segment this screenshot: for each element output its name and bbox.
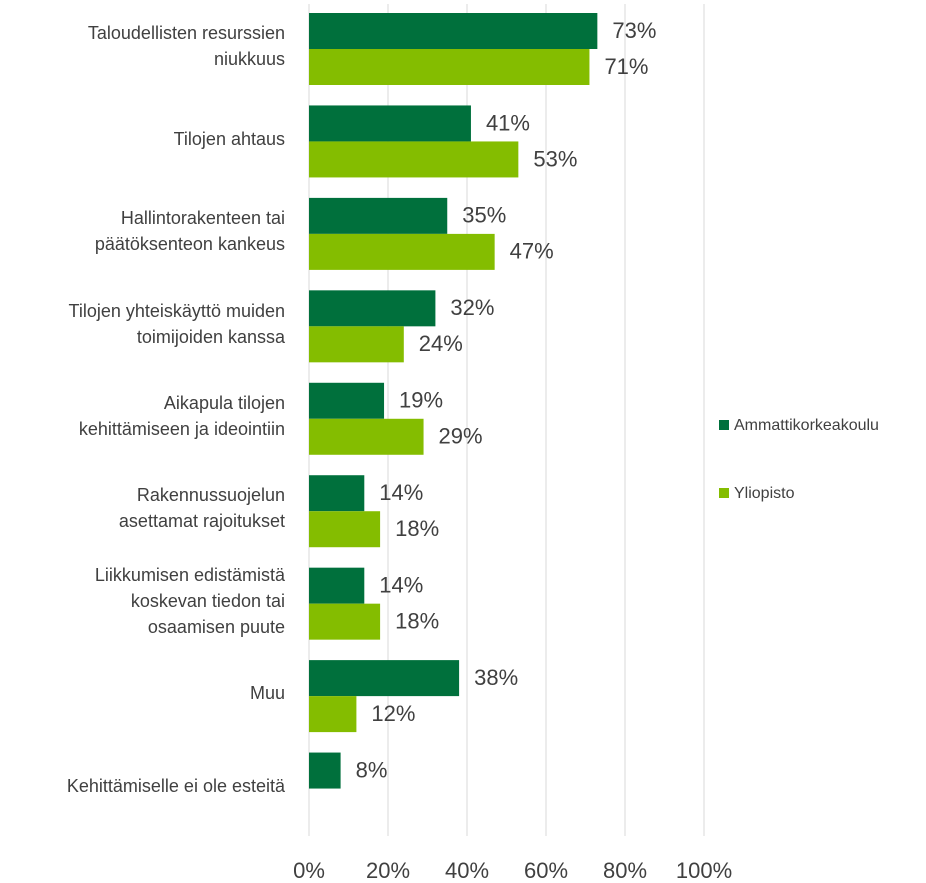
value-label: 53% <box>533 146 577 171</box>
value-label: 24% <box>419 331 463 356</box>
bar <box>309 141 519 178</box>
bar <box>309 696 357 733</box>
bar <box>309 13 598 49</box>
value-label: 14% <box>379 572 423 597</box>
value-label: 18% <box>395 608 439 633</box>
category-label: Kehittämiselle ei ole esteitä <box>66 775 285 796</box>
legend-swatch <box>719 420 729 430</box>
legend-swatch <box>719 488 729 498</box>
value-label: 35% <box>462 203 506 228</box>
bar <box>309 382 385 419</box>
value-label: 29% <box>439 424 483 449</box>
value-label: 18% <box>395 516 439 541</box>
value-label: 71% <box>604 54 648 79</box>
bar <box>309 660 460 697</box>
bar <box>309 475 365 512</box>
bar <box>309 290 436 327</box>
category-label: Rakennussuojelun asettamat rajoitukset <box>118 485 285 532</box>
x-tick-label: 20% <box>366 858 410 883</box>
bar <box>309 326 404 363</box>
category-label: Tilojen ahtaus <box>173 128 285 149</box>
category-label: Hallintorakenteen tai päätöksenteon kank… <box>94 208 285 255</box>
bar <box>309 197 448 234</box>
bar <box>309 105 471 142</box>
category-label: Liikkumisen edistämistä koskevan tiedon … <box>94 564 285 637</box>
bar <box>309 49 590 85</box>
bar <box>309 511 381 548</box>
bar <box>309 233 495 270</box>
category-label: Taloudellisten resurssien niukkuus <box>87 23 285 70</box>
bar <box>309 418 424 455</box>
value-label: 47% <box>510 239 554 264</box>
legend-label: Ammattikorkeakoulu <box>734 417 879 434</box>
x-tick-label: 0% <box>293 858 325 883</box>
x-tick-label: 60% <box>524 858 568 883</box>
category-label: Tilojen yhteiskäyttö muiden toimijoiden … <box>68 300 285 347</box>
value-label: 8% <box>356 757 388 782</box>
legend-label: Yliopisto <box>734 485 795 502</box>
x-tick-label: 80% <box>603 858 647 883</box>
x-tick-label: 40% <box>445 858 489 883</box>
bar <box>309 752 341 789</box>
category-label: Muu <box>249 683 285 704</box>
value-label: 41% <box>486 110 530 135</box>
value-label: 32% <box>450 295 494 320</box>
value-label: 19% <box>399 388 443 413</box>
value-label: 12% <box>371 701 415 726</box>
bar <box>309 567 365 604</box>
value-label: 73% <box>612 18 656 43</box>
category-label: Aikapula tilojen kehittämiseen ja ideoin… <box>78 393 285 439</box>
x-tick-label: 100% <box>676 858 732 883</box>
value-label: 14% <box>379 480 423 505</box>
value-label: 38% <box>474 665 518 690</box>
bar <box>309 603 381 640</box>
